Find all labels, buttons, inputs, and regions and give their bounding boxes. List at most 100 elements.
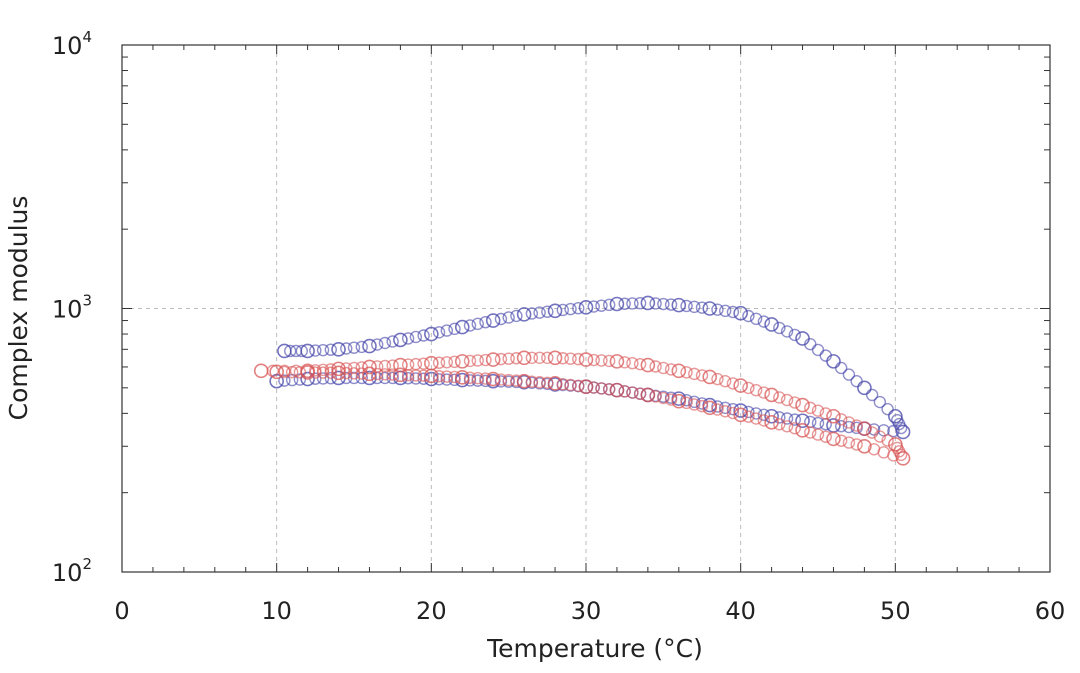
data-marker	[417, 329, 430, 342]
data-marker	[371, 367, 384, 381]
data-marker	[432, 373, 446, 386]
data-marker	[572, 302, 585, 315]
data-marker	[749, 407, 763, 420]
data-marker	[510, 309, 523, 323]
data-point	[331, 365, 346, 381]
data-marker	[749, 412, 763, 425]
data-point	[826, 408, 841, 424]
data-marker	[788, 328, 801, 342]
x-tick-label: 50	[880, 597, 911, 625]
data-marker	[894, 421, 908, 435]
data-marker	[626, 357, 639, 370]
data-point	[516, 350, 532, 366]
data-point	[362, 359, 377, 375]
data-marker	[355, 367, 368, 380]
data-marker	[378, 371, 392, 385]
data-marker	[525, 375, 539, 388]
data-marker	[626, 297, 639, 310]
data-marker	[819, 407, 832, 420]
data-marker	[850, 375, 863, 388]
data-marker	[695, 369, 709, 382]
data-marker	[463, 319, 477, 332]
x-tick-label: 10	[261, 597, 292, 625]
data-marker	[347, 341, 361, 354]
data-marker	[347, 367, 361, 380]
data-marker	[835, 434, 848, 447]
data-point	[300, 365, 315, 380]
data-marker	[533, 306, 546, 319]
data-marker	[556, 352, 569, 365]
data-marker	[278, 374, 291, 387]
data-point	[764, 317, 779, 332]
data-marker	[595, 354, 608, 367]
data-marker	[525, 351, 539, 364]
data-marker	[587, 353, 600, 367]
data-marker	[688, 398, 701, 411]
data-point	[516, 373, 532, 389]
data-marker	[618, 297, 631, 310]
data-point	[362, 338, 377, 354]
data-point	[702, 301, 718, 316]
data-marker	[533, 376, 546, 389]
data-point	[795, 331, 810, 346]
y-tick-label: 104	[52, 28, 92, 60]
data-point	[300, 371, 315, 387]
data-point	[640, 295, 656, 311]
x-axis-title: Temperature (°C)	[486, 634, 703, 663]
data-marker	[626, 386, 639, 399]
data-marker	[788, 413, 801, 426]
data-marker	[657, 391, 670, 405]
data-marker	[867, 443, 881, 456]
data-marker	[865, 388, 879, 402]
data-marker	[711, 372, 724, 386]
data-marker	[401, 372, 415, 385]
data-point	[300, 343, 315, 359]
data-marker	[773, 391, 786, 404]
data-marker	[811, 404, 825, 417]
data-marker	[835, 420, 848, 433]
data-marker	[564, 352, 577, 365]
data-marker	[664, 393, 678, 406]
data-point	[671, 297, 687, 313]
data-point	[733, 305, 748, 321]
data-marker	[603, 298, 616, 312]
data-marker	[742, 410, 755, 423]
data-marker	[649, 390, 662, 403]
x-tick-label: 40	[725, 597, 756, 625]
data-marker	[324, 343, 337, 356]
data-marker	[757, 408, 771, 422]
data-marker	[386, 368, 399, 381]
data-marker	[409, 372, 423, 385]
data-point	[578, 352, 594, 367]
data-marker	[355, 340, 368, 354]
data-marker	[780, 325, 794, 338]
data-marker	[664, 363, 678, 376]
data-point	[393, 332, 408, 348]
data-marker	[378, 359, 392, 373]
data-marker	[742, 381, 755, 395]
data-marker	[285, 365, 299, 379]
grid-lines	[122, 45, 1050, 572]
data-marker	[695, 301, 709, 314]
data-marker	[649, 360, 662, 373]
data-marker	[811, 416, 825, 430]
data-marker	[278, 365, 291, 379]
data-point	[795, 397, 810, 413]
data-marker	[463, 354, 477, 368]
data-point	[362, 370, 377, 386]
data-marker	[440, 356, 453, 369]
data-marker	[479, 315, 492, 329]
data-marker	[850, 419, 863, 432]
data-marker	[440, 324, 453, 337]
data-point	[826, 354, 841, 369]
data-point	[733, 378, 748, 393]
data-marker	[541, 351, 554, 364]
data-series	[253, 295, 911, 466]
data-marker	[804, 401, 817, 415]
data-point	[857, 421, 872, 436]
data-marker	[657, 297, 670, 311]
data-point	[640, 387, 656, 403]
x-tick-label: 30	[571, 597, 602, 625]
x-tick-label: 60	[1035, 597, 1066, 625]
data-marker	[680, 366, 693, 379]
